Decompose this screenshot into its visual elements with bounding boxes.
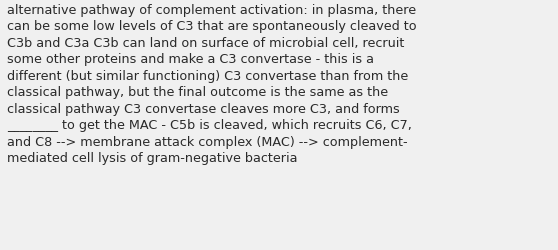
Text: alternative pathway of complement activation: in plasma, there
can be some low l: alternative pathway of complement activa… bbox=[7, 4, 417, 164]
